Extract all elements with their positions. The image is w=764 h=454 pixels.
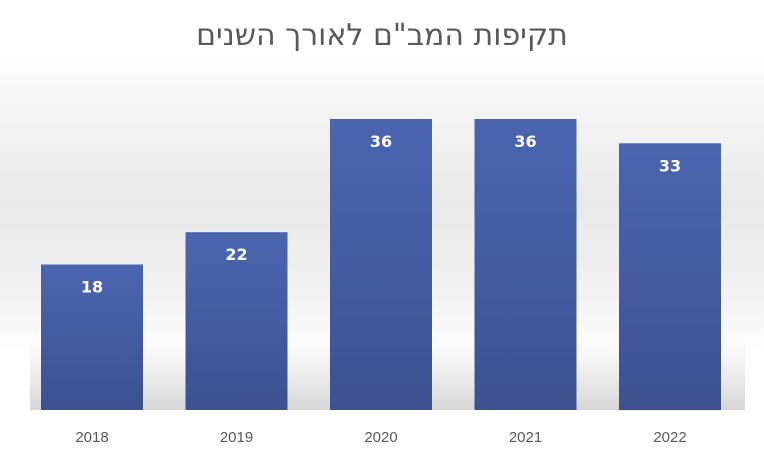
x-tick-label-2018: 2018 xyxy=(75,429,108,446)
bar-2018 xyxy=(41,264,143,410)
chart-title: תקיפות המב"ם לאורך השנים xyxy=(196,18,568,53)
bar-2022 xyxy=(619,143,721,411)
bar-2020 xyxy=(330,119,432,410)
bar-2021 xyxy=(474,119,577,410)
x-tick-label-2019: 2019 xyxy=(220,429,253,446)
bar-2019 xyxy=(185,232,288,410)
x-tick-label-2020: 2020 xyxy=(364,429,397,446)
x-tick-label-2021: 2021 xyxy=(509,429,542,446)
data-label-2020: 36 xyxy=(370,132,392,151)
data-label-2021: 36 xyxy=(514,132,536,151)
data-label-layer: 18 22 36 36 33 xyxy=(81,132,681,297)
data-label-2022: 33 xyxy=(659,156,681,175)
bar-layer xyxy=(41,119,721,411)
x-tick-label-2022: 2022 xyxy=(653,429,686,446)
data-label-2019: 22 xyxy=(225,245,247,264)
data-label-2018: 18 xyxy=(81,278,103,297)
x-axis-tick-layer: 2018 2019 2020 2021 2022 xyxy=(75,429,686,446)
